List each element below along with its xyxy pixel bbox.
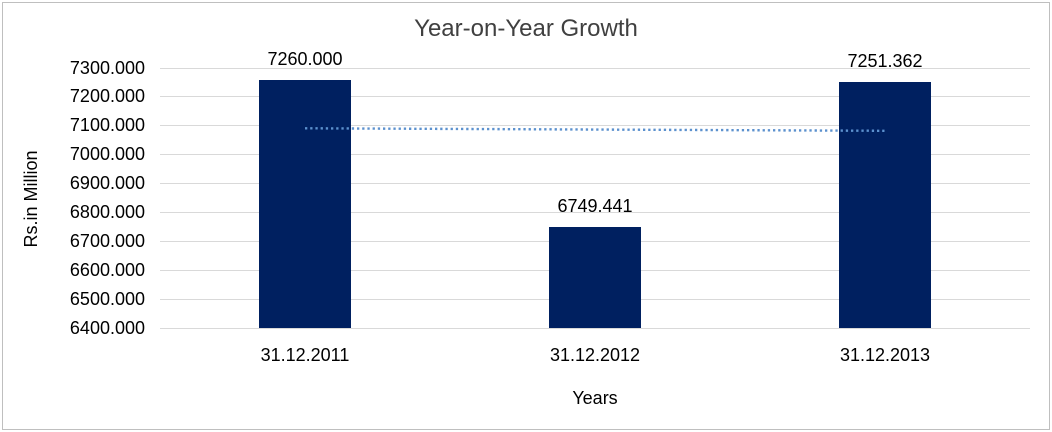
y-tick-label: 7200.000 (69, 86, 145, 107)
y-tick-label: 7300.000 (69, 57, 145, 78)
gridline (160, 154, 1030, 156)
x-category-label: 31.12.2011 (260, 345, 350, 365)
x-axis-title: Years (572, 388, 618, 408)
gridline (160, 125, 1030, 127)
y-tick-label: 6900.000 (69, 173, 145, 194)
y-tick-label: 6600.000 (69, 259, 145, 280)
y-tick-label: 6500.000 (69, 288, 145, 309)
y-tick-label: 7000.000 (69, 144, 145, 165)
x-category-label: 31.12.2012 (549, 345, 641, 365)
gridline (160, 183, 1030, 185)
plot-area (160, 67, 1030, 329)
chart-title: Year-on-Year Growth (414, 15, 638, 42)
bar-value-label: 6749.441 (557, 196, 633, 217)
bar-31.12.2013 (839, 82, 931, 328)
y-tick-label: 6400.000 (69, 317, 145, 338)
y-tick-label: 6800.000 (69, 201, 145, 222)
bar-31.12.2011 (259, 79, 351, 328)
gridline (160, 96, 1030, 98)
bar-31.12.2012 (549, 227, 641, 328)
x-category-label: 31.12.2013 (839, 345, 931, 365)
y-tick-label: 7100.000 (69, 115, 145, 136)
y-tick-label: 6700.000 (69, 230, 145, 251)
gridline (160, 67, 1030, 69)
trendline (304, 127, 886, 133)
gridline (160, 211, 1030, 213)
gridline (160, 327, 1030, 329)
bar-value-label: 7260.000 (267, 48, 343, 69)
bar-value-label: 7251.362 (847, 51, 923, 72)
